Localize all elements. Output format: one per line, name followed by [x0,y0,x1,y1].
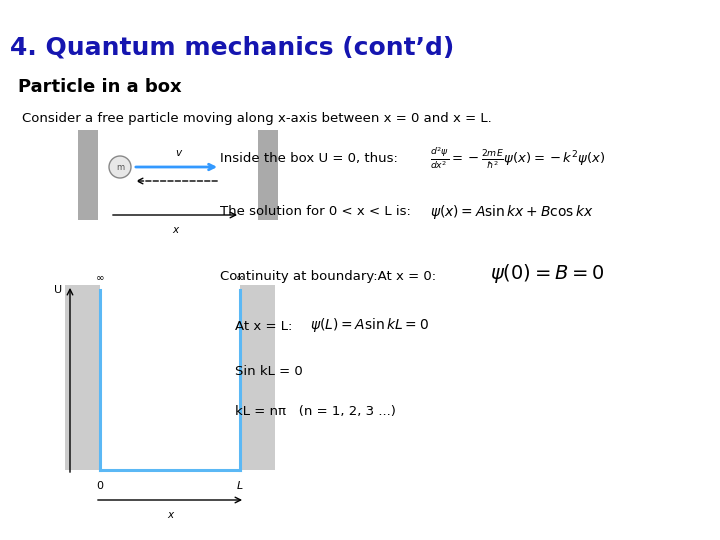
Text: Inside the box U = 0, thus:: Inside the box U = 0, thus: [220,152,398,165]
Text: $\psi(x) = A\sin kx + B\cos kx$: $\psi(x) = A\sin kx + B\cos kx$ [430,203,593,221]
Text: $\psi(0) = B = 0$: $\psi(0) = B = 0$ [490,262,605,285]
Bar [78,130,98,220]
Text: kL = nπ   (n = 1, 2, 3 ...): kL = nπ (n = 1, 2, 3 ...) [235,405,396,418]
Text: v: v [175,148,181,158]
Text: $\frac{d^2\psi}{dx^2} = -\frac{2mE}{\hbar^2}\psi(x) = -k^2\psi(x)$: $\frac{d^2\psi}{dx^2} = -\frac{2mE}{\hba… [430,145,606,171]
Text: m: m [116,163,124,172]
Text: Sin kL = 0: Sin kL = 0 [235,365,302,378]
Text: The solution for 0 < x < L is:: The solution for 0 < x < L is: [220,205,411,218]
Text: Continuity at boundary:At x = 0:: Continuity at boundary:At x = 0: [220,270,436,283]
Circle shape [109,156,131,178]
Text: At x = L:: At x = L: [235,320,292,333]
Text: $\psi(L) = A\sin kL = 0$: $\psi(L) = A\sin kL = 0$ [310,316,429,334]
Text: Consider a free particle moving along x-axis between x = 0 and x = L.: Consider a free particle moving along x-… [22,112,492,125]
Text: L: L [237,481,243,491]
Bar [258,130,278,220]
Text: x: x [167,510,173,520]
Bar [65,285,100,470]
Text: x: x [172,225,178,235]
Text: 0: 0 [96,481,104,491]
Text: Particle in a box: Particle in a box [18,78,181,96]
Bar [240,285,275,470]
Text: 4. Quantum mechanics (cont’d): 4. Quantum mechanics (cont’d) [10,35,454,59]
Text: $\infty$: $\infty$ [95,272,104,282]
Text: U: U [54,285,62,295]
Text: $\infty$: $\infty$ [235,272,245,282]
